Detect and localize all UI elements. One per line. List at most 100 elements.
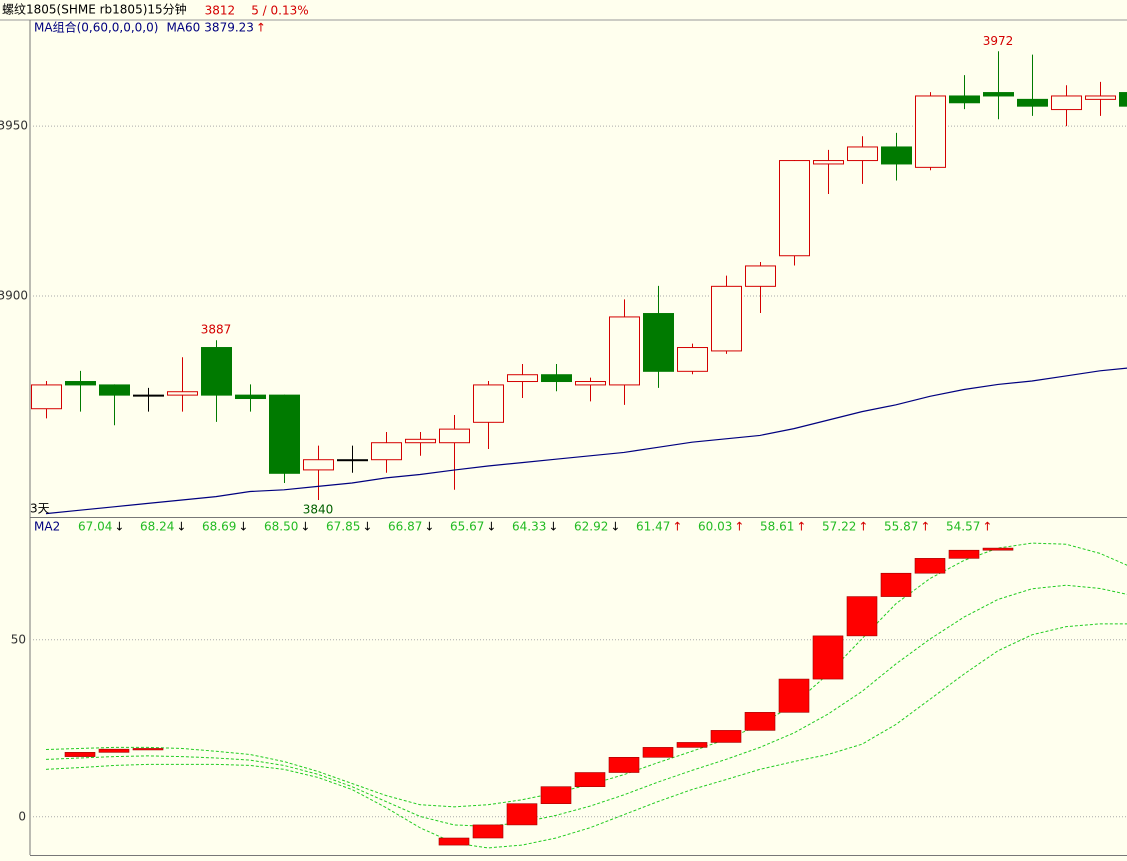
indicator-bar xyxy=(914,558,946,574)
candle-body xyxy=(983,92,1014,97)
candle-body xyxy=(439,428,470,444)
candle-body xyxy=(779,160,810,257)
indicator-plot xyxy=(31,542,1127,849)
ribbon-line xyxy=(45,542,1127,808)
legend-value: 61.47 xyxy=(636,520,670,534)
extreme-label: 3972 xyxy=(983,34,1014,48)
indicator-bar xyxy=(982,547,1014,551)
indicator-bar xyxy=(812,635,844,680)
indicator-bar xyxy=(540,786,572,804)
indicator-bar xyxy=(642,747,674,758)
candle-body xyxy=(337,459,368,462)
candle-body xyxy=(949,95,980,104)
legend-arrow: ↓ xyxy=(300,520,310,534)
y-tick-label: 3900 xyxy=(0,289,28,303)
legend-value: 67.04 xyxy=(78,520,112,534)
candle-body xyxy=(133,394,164,397)
legend-arrow: ↑ xyxy=(920,520,930,534)
legend-arrow: ↑ xyxy=(982,520,992,534)
legend-title: MA组合(0,60,0,0,0,0) xyxy=(34,20,158,35)
candle-body xyxy=(1051,95,1082,111)
candle-body xyxy=(1017,98,1048,107)
legend-value: 3879.23 xyxy=(204,21,254,35)
ma-line xyxy=(45,367,1127,515)
candle-body xyxy=(201,347,232,396)
legend-value: 60.03 xyxy=(698,520,732,534)
candle-body xyxy=(507,374,538,383)
legend-value: 67.85 xyxy=(326,520,360,534)
candle-body xyxy=(235,394,266,400)
candle-body xyxy=(677,347,708,372)
legend-arrow: ↑ xyxy=(672,520,682,534)
candle-body xyxy=(371,442,402,461)
indicator-bar xyxy=(98,748,130,753)
legend-value: 57.22 xyxy=(822,520,856,534)
header-title: 螺纹1805(SHME rb1805)15分钟 xyxy=(2,2,187,17)
header-change: 5 / 0.13% xyxy=(251,4,308,18)
candle-body xyxy=(609,316,640,386)
candle-body xyxy=(303,459,334,471)
period-label: 3天 xyxy=(30,502,50,516)
candle-body xyxy=(881,146,912,165)
candle-body xyxy=(269,394,300,474)
legend-arrow: ↑ xyxy=(734,520,744,534)
legend-arrow: ↓ xyxy=(610,520,620,534)
legend-value: 64.33 xyxy=(512,520,546,534)
indicator-bar xyxy=(608,756,640,773)
legend-arrow: ↓ xyxy=(176,520,186,534)
ribbon-line xyxy=(45,623,1127,849)
candle-body xyxy=(167,391,198,396)
candle-body xyxy=(915,95,946,168)
indicator-bar xyxy=(948,549,980,559)
candle-body xyxy=(1119,92,1127,107)
legend-value: 58.61 xyxy=(760,520,794,534)
legend-arrow: ↓ xyxy=(114,520,124,534)
indicator-bar xyxy=(676,742,708,748)
legend-value: 68.24 xyxy=(140,520,174,534)
candle-body xyxy=(813,160,844,165)
indicator-bar xyxy=(744,712,776,731)
candle-body xyxy=(99,384,130,396)
legend-value: 68.50 xyxy=(264,520,298,534)
extreme-label: 3887 xyxy=(201,323,232,337)
candle-body xyxy=(575,381,606,386)
legend-value: 68.69 xyxy=(202,520,236,534)
legend-arrow: ↓ xyxy=(362,520,372,534)
y-tick-label: 3950 xyxy=(0,119,28,133)
indicator-bar xyxy=(778,678,810,713)
candle-body xyxy=(847,146,878,162)
legend-arrow: ↓ xyxy=(548,520,558,534)
candle-body xyxy=(643,313,674,372)
legend-value: 65.67 xyxy=(450,520,484,534)
candle-body xyxy=(711,285,742,352)
legend-arrow: ↓ xyxy=(424,520,434,534)
y-tick-label: 50 xyxy=(11,632,26,646)
indicator-bar xyxy=(710,730,742,743)
extreme-label: 3840 xyxy=(303,503,334,517)
legend-arrow: ↑ xyxy=(796,520,806,534)
candle-body xyxy=(1085,95,1116,100)
legend-arrow: ↑ xyxy=(256,21,266,35)
legend-name: MA60 xyxy=(166,21,200,35)
legend-arrow: ↑ xyxy=(858,520,868,534)
candle-body xyxy=(473,384,504,423)
legend-arrow: ↓ xyxy=(238,520,248,534)
indicator-bar xyxy=(846,596,878,637)
legend-value: 66.87 xyxy=(388,520,422,534)
candle-body xyxy=(31,384,62,410)
indicator-title: MA2 xyxy=(34,520,60,534)
header-price: 3812 xyxy=(205,4,236,18)
legend-value: 62.92 xyxy=(574,520,608,534)
indicator-bar xyxy=(64,752,96,757)
ribbon-line xyxy=(45,584,1127,827)
candle-body xyxy=(405,438,436,444)
y-tick-label: 0 xyxy=(18,809,26,823)
indicator-bar xyxy=(880,572,912,597)
legend-arrow: ↓ xyxy=(486,520,496,534)
candle-body xyxy=(745,265,776,287)
candle-body xyxy=(541,374,572,383)
